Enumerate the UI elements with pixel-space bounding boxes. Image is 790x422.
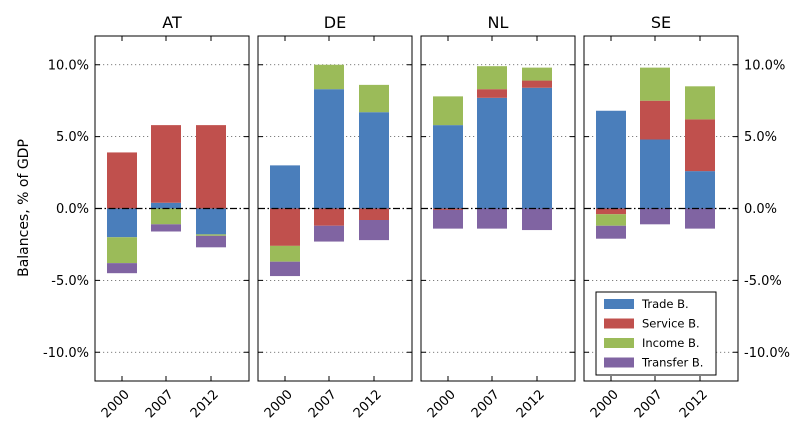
legend: Trade B. Service B. Income B. Transfer B. — [595, 291, 717, 376]
bar-at-2007-transfer-b — [151, 224, 181, 232]
bar-de-2007-trade-b — [314, 89, 344, 209]
y-tick-label-left: -5.0% — [51, 274, 89, 289]
bar-de-2012-income-b — [359, 84, 389, 113]
y-tick-label-left: 0.0% — [56, 202, 89, 217]
bar-at-2000-transfer-b — [107, 263, 137, 274]
y-tick-label-right: -5.0% — [744, 274, 782, 289]
bar-at-2012-income-b — [196, 234, 226, 236]
bar-de-2012-service-b — [359, 208, 389, 220]
bar-de-2000-service-b — [270, 208, 300, 246]
bar-se-2012-service-b — [685, 119, 715, 172]
bar-at-2012-trade-b — [196, 208, 226, 235]
x-tick-label: 2007 — [306, 387, 340, 421]
bar-se-2012-income-b — [685, 86, 715, 120]
bar-nl-2012-transfer-b — [522, 208, 552, 231]
panel-title: NL — [488, 13, 509, 32]
bar-se-2007-income-b — [640, 67, 670, 101]
bar-nl-2012-service-b — [522, 80, 552, 88]
x-tick-label: 2012 — [188, 387, 222, 421]
bar-se-2012-trade-b — [685, 171, 715, 209]
x-tick-label: 2000 — [425, 387, 459, 421]
y-axis-label: Balances, % of GDP — [16, 139, 32, 277]
y-tick-label-right: 0.0% — [744, 202, 777, 217]
bar-nl-2007-trade-b — [477, 97, 507, 209]
y-tick-label-left: -10.0% — [43, 346, 89, 361]
x-tick-label: 2012 — [351, 387, 385, 421]
panel-title: AT — [162, 13, 182, 32]
x-tick-label: 2012 — [514, 387, 548, 421]
bar-se-2007-transfer-b — [640, 208, 670, 225]
bar-at-2012-service-b — [196, 125, 226, 209]
bar-de-2012-transfer-b — [359, 220, 389, 241]
legend-swatch — [604, 299, 634, 309]
panel-at: 2000 2007 2012 AT — [94, 13, 250, 421]
bar-at-2000-income-b — [107, 237, 137, 264]
bar-de-2007-income-b — [314, 64, 344, 90]
x-tick-label: 2000 — [262, 387, 296, 421]
legend-label: Transfer B. — [641, 356, 703, 370]
bar-nl-2000-service-b — [433, 208, 463, 210]
x-tick-label: 2007 — [469, 387, 503, 421]
y-tick-label-right: 10.0% — [744, 58, 785, 73]
bar-nl-2000-transfer-b — [433, 209, 463, 229]
panel-title: DE — [324, 13, 346, 32]
bar-se-2012-transfer-b — [685, 208, 715, 229]
bar-de-2007-service-b — [314, 208, 344, 226]
bar-de-2007-transfer-b — [314, 225, 344, 242]
legend-swatch — [604, 318, 634, 329]
panel-se: 2000 2007 2012 SE — [583, 13, 739, 421]
bar-se-2007-trade-b — [640, 139, 670, 209]
bar-de-2012-trade-b — [359, 112, 389, 209]
y-tick-label-right: 5.0% — [744, 130, 777, 145]
x-tick-label: 2000 — [99, 387, 133, 421]
legend-swatch — [604, 357, 634, 368]
bar-at-2007-trade-b — [151, 202, 181, 209]
bar-de-2000-income-b — [270, 245, 300, 262]
bar-at-2000-trade-b — [107, 208, 137, 238]
bar-at-2012-transfer-b — [196, 235, 226, 248]
bar-nl-2007-income-b — [477, 66, 507, 90]
x-tick-label: 2007 — [632, 387, 666, 421]
bar-at-2007-service-b — [151, 125, 181, 203]
bar-at-2000-service-b — [107, 152, 137, 209]
panel-de: 2000 2007 2012 DE — [257, 13, 413, 421]
x-tick-label: 2007 — [143, 387, 177, 421]
bar-se-2000-service-b — [596, 208, 626, 215]
bar-nl-2000-trade-b — [433, 125, 463, 209]
bar-se-2007-service-b — [640, 100, 670, 140]
y-tick-label-left: 5.0% — [56, 130, 89, 145]
bar-nl-2012-income-b — [522, 67, 552, 81]
bar-se-2000-trade-b — [596, 110, 626, 209]
bar-nl-2007-transfer-b — [477, 208, 507, 229]
bar-nl-2012-trade-b — [522, 87, 552, 209]
bar-se-2000-transfer-b — [596, 225, 626, 239]
bar-de-2000-transfer-b — [270, 261, 300, 277]
x-tick-label: 2012 — [677, 387, 711, 421]
legend-swatch — [604, 338, 634, 348]
x-tick-label: 2000 — [588, 387, 622, 421]
panel-title: SE — [651, 13, 671, 32]
bar-se-2000-income-b — [596, 214, 626, 226]
bar-de-2000-trade-b — [270, 165, 300, 209]
panel-nl: 2000 2007 2012 NL — [420, 13, 576, 421]
y-tick-label-right: -10.0% — [744, 346, 790, 361]
legend-label: Trade B. — [641, 297, 689, 311]
bar-nl-2007-service-b — [477, 89, 507, 98]
y-tick-label-left: 10.0% — [48, 58, 89, 73]
legend-label: Income B. — [642, 336, 700, 350]
legend-label: Service B. — [642, 317, 700, 331]
bar-nl-2000-income-b — [433, 96, 463, 126]
bar-at-2007-income-b — [151, 208, 181, 225]
